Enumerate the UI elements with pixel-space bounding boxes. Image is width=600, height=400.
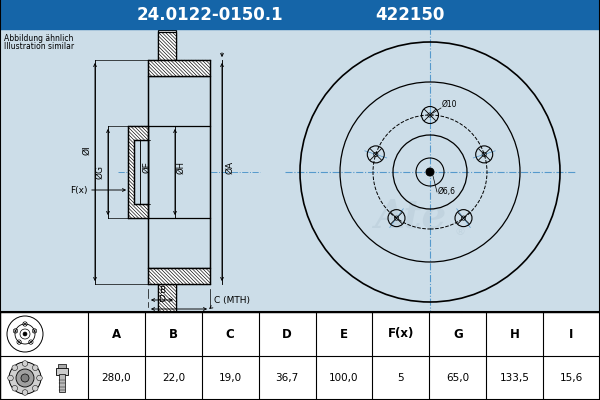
Text: 100,0: 100,0 [329, 373, 359, 383]
Text: B: B [159, 286, 165, 295]
Bar [148, 76, 210, 268]
Text: Abbildung ähnlich: Abbildung ähnlich [4, 34, 73, 43]
Text: ®: ® [455, 227, 466, 237]
Text: Ate: Ate [374, 198, 446, 236]
Text: D: D [158, 295, 166, 304]
Text: D: D [282, 328, 292, 340]
Text: ØI: ØI [83, 145, 91, 155]
Text: 36,7: 36,7 [275, 373, 299, 383]
Text: 280,0: 280,0 [101, 373, 131, 383]
Text: 65,0: 65,0 [446, 373, 469, 383]
Text: Ø6,6: Ø6,6 [438, 187, 456, 196]
Circle shape [426, 168, 434, 176]
Text: 133,5: 133,5 [500, 373, 530, 383]
Circle shape [12, 386, 17, 391]
Bar [128, 126, 148, 218]
Text: 5: 5 [398, 373, 404, 383]
Text: Ø10: Ø10 [442, 100, 458, 109]
Text: I: I [569, 328, 574, 340]
Text: G: G [453, 328, 463, 340]
Bar [158, 284, 176, 312]
Bar [158, 30, 176, 60]
Bar [0, 312, 600, 400]
Text: ØE: ØE [142, 161, 151, 173]
Bar [148, 268, 210, 284]
Text: F(x): F(x) [388, 328, 414, 340]
Text: 24.0122-0150.1: 24.0122-0150.1 [137, 6, 283, 24]
Circle shape [12, 365, 17, 370]
Bar [158, 32, 176, 60]
Text: H: H [510, 328, 520, 340]
Bar [56, 368, 68, 375]
Circle shape [22, 361, 28, 366]
Text: ØA: ØA [225, 160, 234, 174]
Text: F(x): F(x) [71, 186, 88, 194]
Text: A: A [112, 328, 121, 340]
Text: ØG: ØG [95, 165, 104, 179]
Text: Illustration similar: Illustration similar [4, 42, 74, 51]
Circle shape [32, 365, 38, 370]
Text: E: E [340, 328, 348, 340]
Circle shape [23, 332, 27, 336]
Text: ØH: ØH [176, 160, 185, 174]
Text: B: B [169, 328, 178, 340]
Text: C: C [226, 328, 235, 340]
Bar [58, 364, 66, 368]
Circle shape [37, 375, 42, 381]
Text: 422150: 422150 [376, 6, 445, 24]
Bar [0, 312, 600, 400]
Bar [158, 284, 176, 312]
Circle shape [22, 390, 28, 395]
Bar [59, 374, 65, 392]
Circle shape [21, 374, 29, 382]
Bar [0, 29, 600, 312]
Circle shape [32, 386, 38, 391]
Bar [148, 60, 210, 76]
Circle shape [16, 369, 34, 387]
Circle shape [9, 362, 41, 394]
Bar [134, 140, 148, 204]
Text: 19,0: 19,0 [218, 373, 242, 383]
Bar [0, 0, 600, 29]
Circle shape [8, 375, 13, 381]
Text: 22,0: 22,0 [162, 373, 185, 383]
Text: C (MTH): C (MTH) [214, 296, 250, 305]
Text: 15,6: 15,6 [560, 373, 583, 383]
